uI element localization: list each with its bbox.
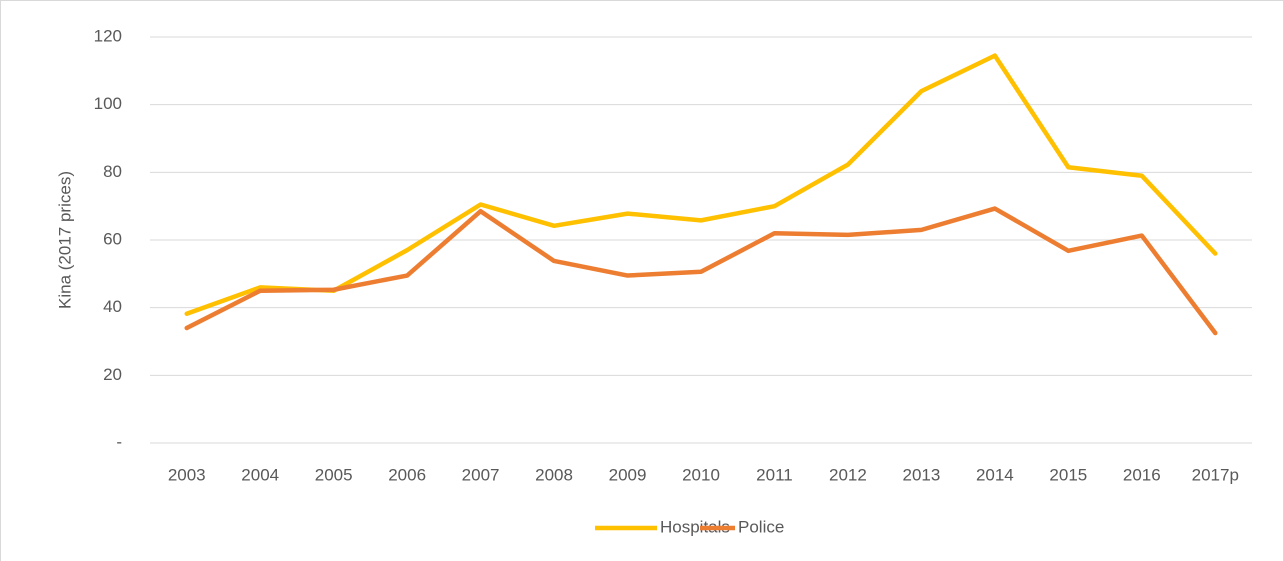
y-tick-label: 20 — [103, 365, 122, 384]
x-tick-label: 2013 — [902, 465, 940, 484]
x-tick-label: 2008 — [535, 465, 573, 484]
x-tick-label: 2017p — [1192, 465, 1239, 484]
x-tick-label: 2014 — [976, 465, 1014, 484]
x-tick-label: 2015 — [1049, 465, 1087, 484]
x-tick-label: 2006 — [388, 465, 426, 484]
x-tick-label: 2004 — [241, 465, 279, 484]
x-tick-label: 2016 — [1123, 465, 1161, 484]
legend-label: Police — [738, 517, 784, 536]
series-line — [184, 53, 1218, 317]
y-tick-label: - — [116, 432, 122, 451]
y-tick-label: 100 — [94, 94, 122, 113]
x-tick-label: 2007 — [462, 465, 500, 484]
y-tick-label: 120 — [94, 26, 122, 45]
legend-label: Hospitals — [660, 517, 730, 536]
y-tick-label: 40 — [103, 297, 122, 316]
series-line — [184, 206, 1218, 336]
y-tick-label: 80 — [103, 162, 122, 181]
y-axis-title: Kina (2017 prices) — [55, 171, 74, 309]
x-tick-label: 2012 — [829, 465, 867, 484]
x-tick-label: 2005 — [315, 465, 353, 484]
x-tick-label: 2003 — [168, 465, 206, 484]
x-tick-label: 2010 — [682, 465, 720, 484]
x-tick-label: 2011 — [756, 465, 793, 484]
y-tick-label: 60 — [103, 229, 122, 248]
x-tick-label: 2009 — [609, 465, 647, 484]
